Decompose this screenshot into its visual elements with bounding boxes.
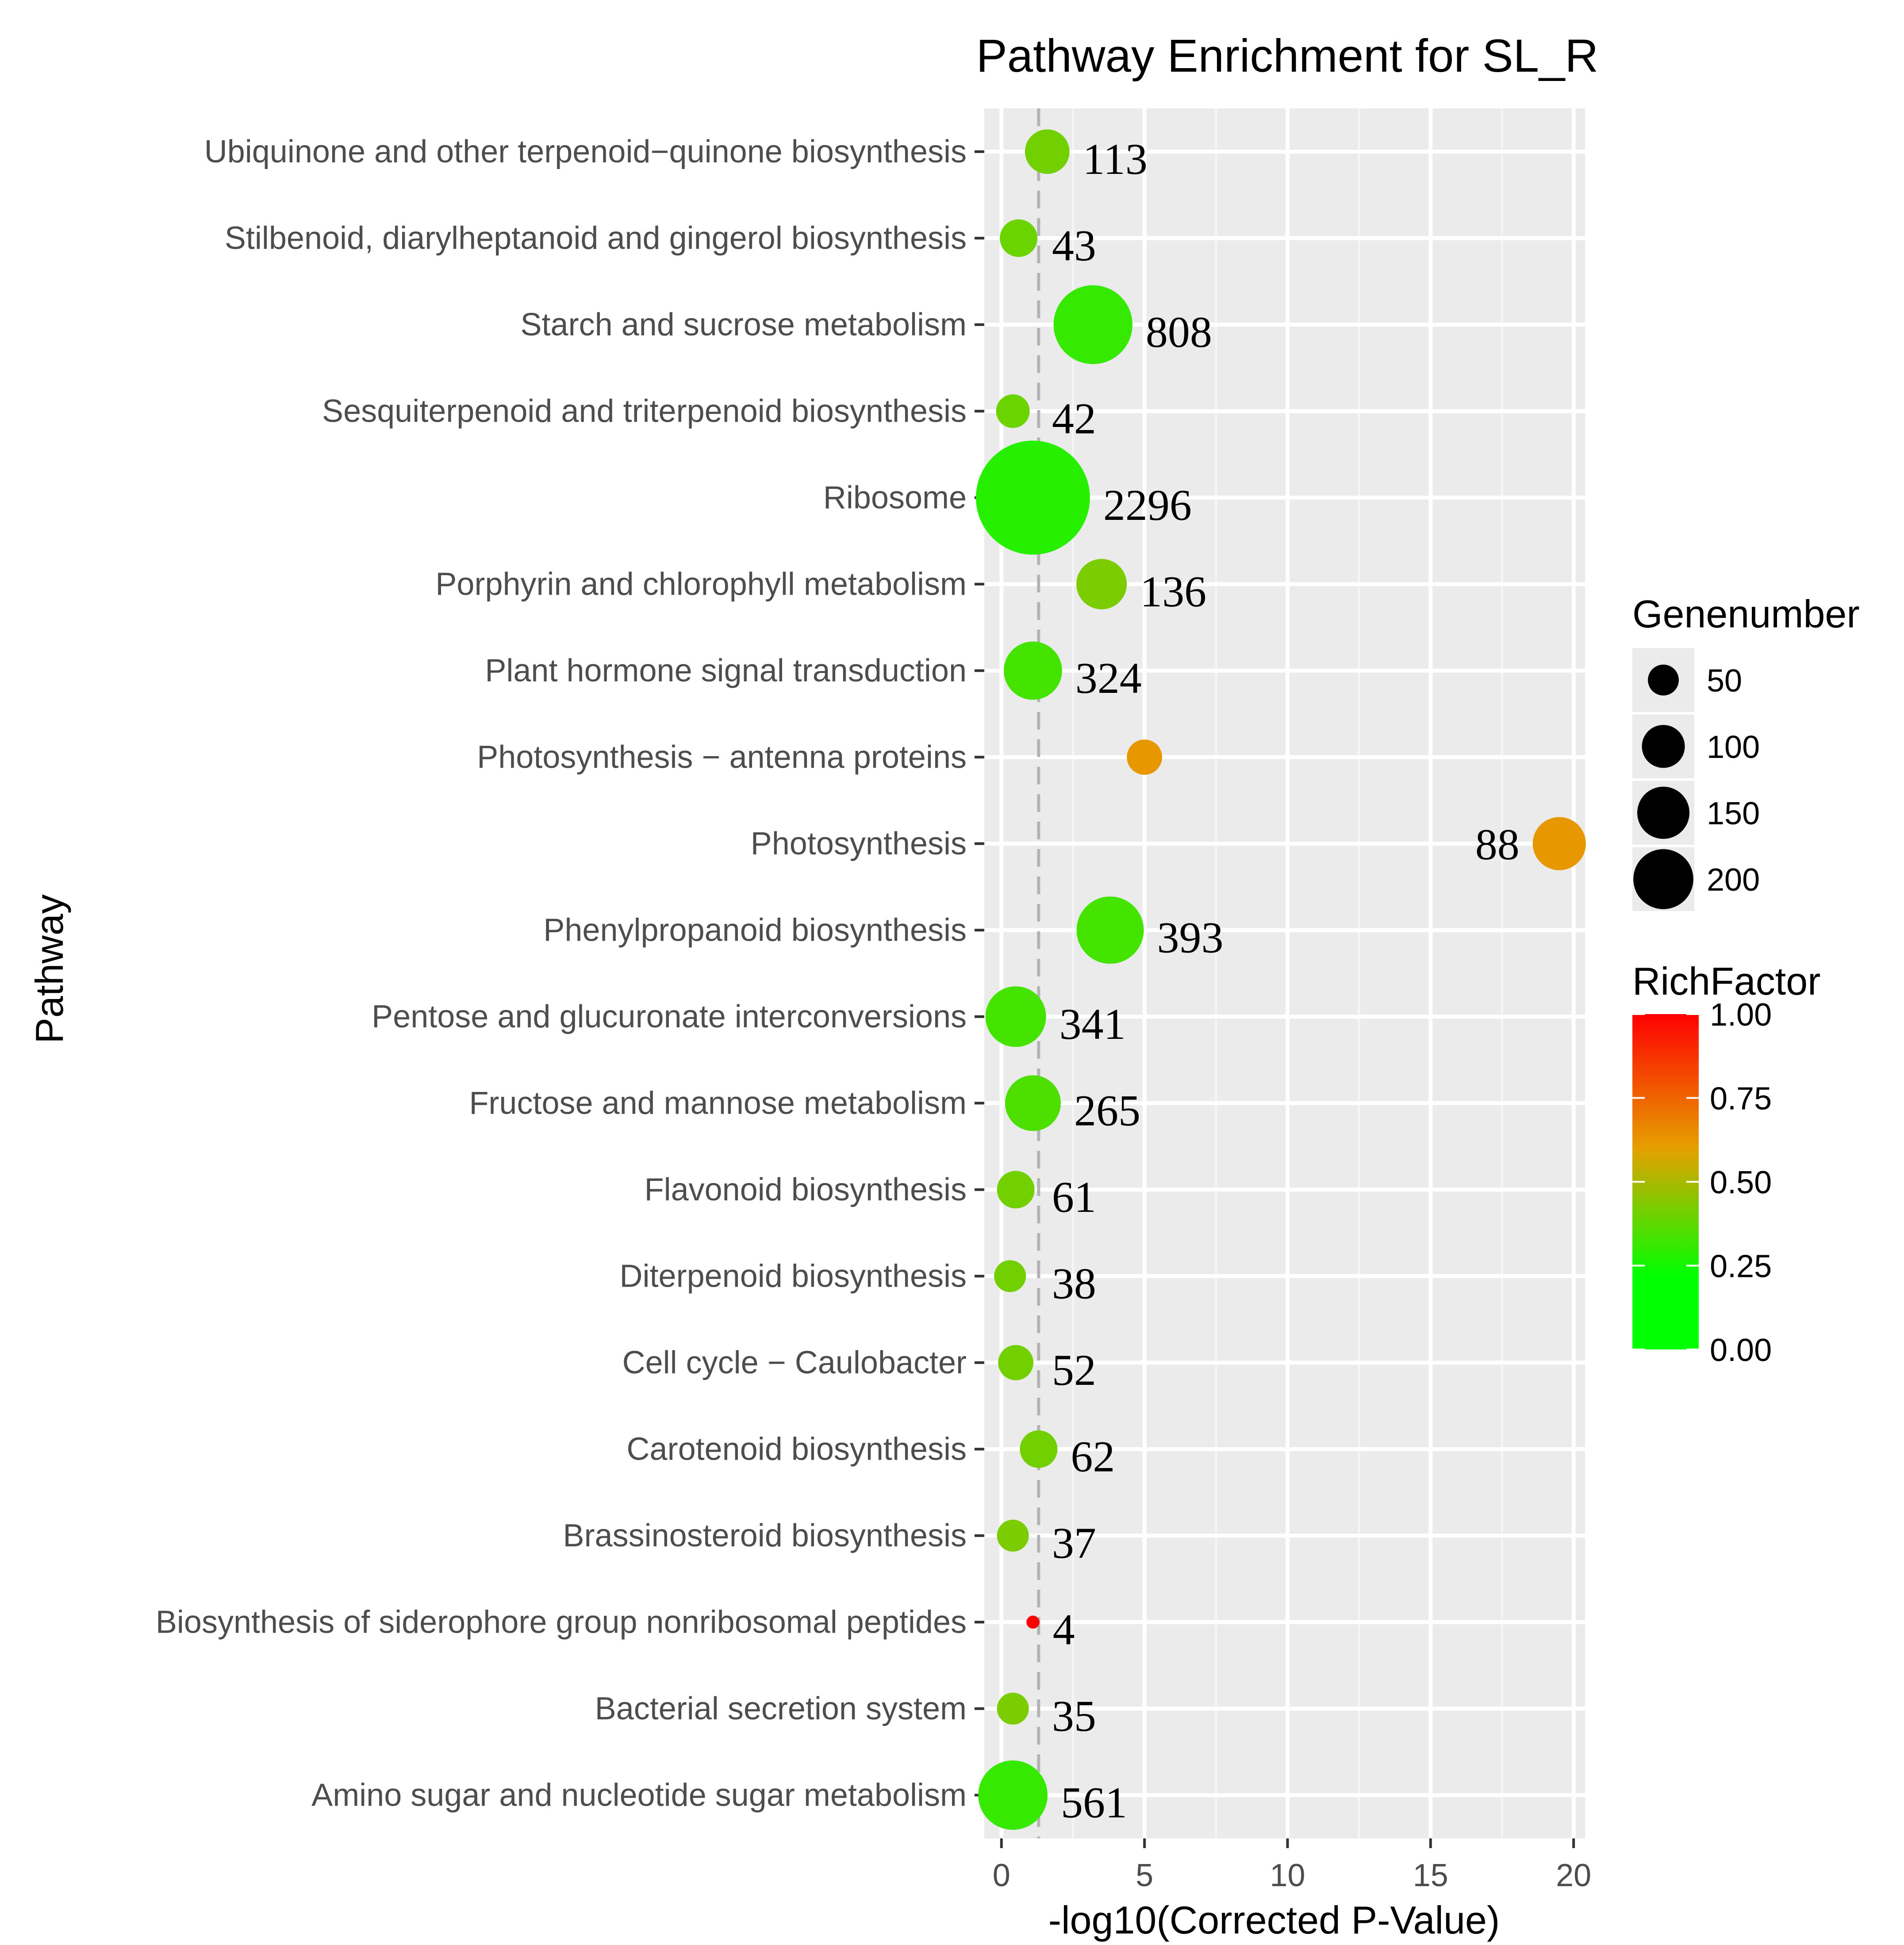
point-label: 88	[1475, 820, 1520, 869]
data-point	[1532, 817, 1586, 870]
plot-panel	[984, 108, 1585, 1838]
panel-background	[984, 108, 1585, 1838]
y-tick-label: Phenylpropanoid biosynthesis	[543, 912, 967, 948]
point-label: 393	[1157, 913, 1224, 962]
x-tick-label: 0	[993, 1858, 1010, 1893]
x-tick-label: 5	[1136, 1858, 1153, 1893]
point-label: 42	[1052, 394, 1096, 443]
x-tick-label: 15	[1413, 1858, 1448, 1893]
x-tick-label: 20	[1556, 1858, 1591, 1893]
y-tick-label: Brassinosteroid biosynthesis	[563, 1518, 967, 1553]
point-label: 38	[1052, 1259, 1096, 1308]
chart-title: Pathway Enrichment for SL_R	[976, 30, 1598, 82]
point-label: 37	[1052, 1518, 1096, 1568]
data-point	[998, 1345, 1034, 1380]
y-axis-label: Pathway	[27, 894, 71, 1044]
size-legend-label: 150	[1707, 796, 1760, 831]
data-point	[994, 1260, 1026, 1292]
point-label: 561	[1061, 1778, 1127, 1827]
color-legend-label: 0.50	[1710, 1165, 1772, 1200]
y-tick-label: Flavonoid biosynthesis	[645, 1172, 967, 1207]
color-legend-label: 1.00	[1710, 997, 1772, 1033]
y-tick-label: Fructose and mannose metabolism	[469, 1085, 967, 1121]
data-points	[976, 129, 1586, 1830]
color-legend-label: 0.00	[1710, 1333, 1772, 1368]
y-tick-label: Pentose and glucuronate interconversions	[372, 999, 967, 1034]
axes: 0 5 10 15 20 Ubiquinone and other terpenoid−q…	[156, 134, 1591, 1893]
data-point	[976, 440, 1090, 555]
data-point	[1005, 1075, 1061, 1131]
point-label: 136	[1140, 567, 1206, 616]
color-legend-label: 0.25	[1710, 1249, 1772, 1284]
data-point	[997, 1519, 1029, 1552]
color-legend-label: 0.75	[1710, 1081, 1772, 1117]
point-label: 324	[1075, 653, 1142, 703]
y-tick-label: Diterpenoid biosynthesis	[620, 1258, 967, 1294]
data-point	[1000, 219, 1038, 257]
y-tick-label: Ribosome	[823, 480, 967, 515]
legends: Genenumber 50 100 150 200 RichFactor 0.00 0.25 0…	[1632, 592, 1860, 1368]
data-point	[985, 986, 1046, 1047]
data-point	[1020, 1430, 1058, 1468]
y-tick-label: Biosynthesis of siderophore group nonrib…	[156, 1604, 967, 1640]
size-legend-dot	[1633, 849, 1693, 909]
y-tick-label: Stilbenoid, diarylheptanoid and gingerol…	[225, 220, 967, 256]
size-legend-dot	[1648, 665, 1679, 696]
y-tick-label: Sesquiterpenoid and triterpenoid biosynt…	[322, 393, 967, 429]
y-tick-label: Plant hormone signal transduction	[485, 653, 967, 688]
y-tick-label: Ubiquinone and other terpenoid−quinone b…	[204, 134, 967, 169]
data-point	[996, 394, 1030, 428]
y-tick-label: Photosynthesis	[751, 826, 967, 861]
size-legend-label: 50	[1707, 663, 1742, 699]
point-label: 265	[1074, 1086, 1140, 1135]
color-legend-title: RichFactor	[1632, 959, 1820, 1003]
data-point	[1127, 739, 1163, 775]
x-tick-label: 10	[1270, 1858, 1305, 1893]
point-label: 43	[1052, 221, 1096, 270]
y-tick-label: Starch and sucrose metabolism	[521, 307, 967, 342]
size-legend-label: 100	[1707, 730, 1760, 765]
point-label: 62	[1071, 1432, 1115, 1481]
y-tick-label: Photosynthesis − antenna proteins	[477, 739, 967, 775]
point-label: 2296	[1103, 480, 1192, 530]
y-tick-label: Carotenoid biosynthesis	[627, 1431, 967, 1467]
y-tick-label: Amino sugar and nucleotide sugar metabol…	[311, 1777, 967, 1813]
y-tick-label: Cell cycle − Caulobacter	[622, 1345, 967, 1380]
data-point	[1076, 896, 1144, 964]
point-label: 808	[1146, 308, 1212, 357]
data-point	[1025, 129, 1070, 174]
size-legend-label: 200	[1707, 862, 1760, 898]
size-legend-dot	[1637, 786, 1690, 839]
point-label: 52	[1052, 1345, 1096, 1395]
y-tick-label: Porphyrin and chlorophyll metabolism	[435, 566, 967, 602]
data-point	[978, 1760, 1048, 1830]
data-point	[997, 1171, 1035, 1209]
size-legend-title: Genenumber	[1632, 592, 1860, 636]
point-label: 341	[1059, 999, 1126, 1049]
point-label: 113	[1083, 135, 1148, 184]
data-point	[1026, 1615, 1040, 1629]
data-point	[1053, 285, 1132, 364]
data-point	[1076, 559, 1127, 610]
point-label: 4	[1053, 1605, 1075, 1654]
x-axis-label: -log10(Corrected P-Value)	[1048, 1898, 1500, 1942]
y-tick-label: Bacterial secretion system	[595, 1691, 967, 1726]
point-label: 35	[1052, 1691, 1096, 1741]
data-point	[1004, 641, 1062, 700]
size-legend-dot	[1642, 725, 1685, 768]
point-label: 61	[1052, 1172, 1096, 1222]
data-point	[997, 1692, 1029, 1725]
